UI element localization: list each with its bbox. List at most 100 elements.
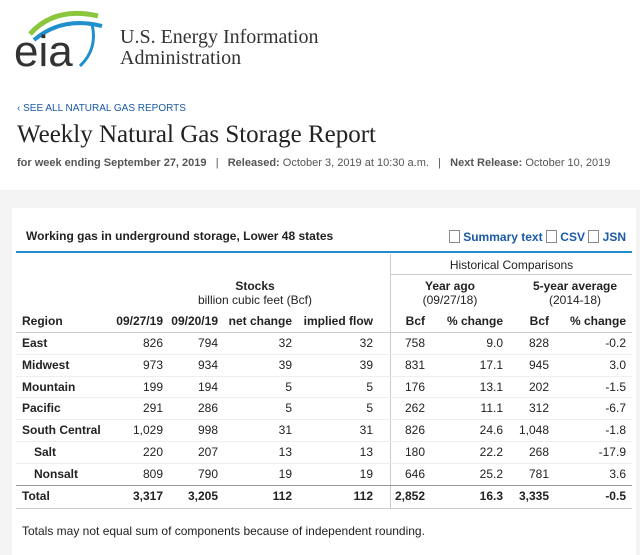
logo-text: eia [14, 27, 73, 74]
value-cell: 934 [197, 357, 218, 372]
value-cell: 202 [528, 379, 549, 394]
value-cell: 11.1 [480, 401, 503, 416]
doc-icon [588, 230, 600, 243]
value-cell: 16.3 [479, 488, 503, 503]
value-cell: 39 [359, 357, 373, 372]
row-rule [16, 419, 632, 421]
nav-link[interactable]: ‹ SEE ALL NATURAL GAS REPORTS [17, 103, 186, 114]
region-cell: East [22, 336, 48, 350]
value-cell: 826 [404, 423, 425, 438]
value-cell: 3.6 [609, 466, 626, 481]
release-meta: for week ending September 27, 2019 | Rel… [17, 157, 610, 169]
value-cell: 199 [142, 379, 163, 394]
value-cell: 19 [278, 466, 292, 481]
value-cell: 31 [278, 423, 292, 438]
value-cell: -1.8 [605, 423, 626, 438]
group-subtitle: (09/27/18) [422, 293, 478, 307]
value-cell: 5 [285, 379, 292, 394]
column-header: 09/20/19 [171, 314, 218, 328]
value-cell: 998 [197, 423, 218, 438]
value-cell: 207 [197, 445, 218, 459]
group-title: Stocks [235, 279, 275, 293]
page-title: Weekly Natural Gas Storage Report [17, 121, 376, 148]
value-cell: 3,317 [132, 488, 163, 503]
column-header: Region [22, 314, 63, 328]
value-cell: 758 [404, 336, 425, 350]
agency-line: U.S. Energy Information [120, 26, 319, 48]
value-cell: 268 [528, 445, 549, 459]
value-cell: 831 [404, 357, 425, 372]
value-cell: 794 [197, 336, 218, 350]
value-cell: -0.2 [605, 336, 626, 350]
group-title: Year ago [424, 279, 476, 293]
column-header: Bcf [405, 314, 425, 328]
logo-swoosh-arc [78, 23, 95, 68]
region-cell: South Central [22, 423, 101, 438]
summary-link[interactable]: Summary text [463, 230, 543, 244]
value-cell: 2,852 [394, 488, 425, 503]
row-rule [16, 353, 632, 355]
column-header: 09/27/19 [116, 314, 163, 328]
next: October 10, 2019 [525, 157, 611, 169]
value-cell: 176 [404, 379, 425, 394]
value-cell: 3,205 [187, 488, 218, 503]
value-cell: 3.0 [609, 357, 626, 372]
value-cell: 312 [528, 401, 549, 416]
separator: | [215, 157, 219, 169]
csv-link[interactable]: CSV [560, 230, 585, 244]
value-cell: 19 [359, 466, 373, 481]
table-card: Working gas in underground storage, Lowe… [12, 208, 636, 555]
header-rule [16, 332, 632, 333]
doc-icon [545, 230, 557, 243]
value-cell: 781 [528, 466, 549, 481]
value-cell: 22.2 [479, 445, 503, 459]
eia-logo: eia [14, 10, 103, 74]
column-header: Bcf [529, 314, 549, 328]
json-link[interactable]: JSN [602, 230, 626, 244]
region-cell: Pacific [22, 401, 61, 416]
column-header: % change [569, 314, 626, 328]
released: October 3, 2019 at 10:30 a.m. [282, 157, 429, 169]
group-header: Historical Comparisons [449, 258, 574, 272]
row-rule [16, 397, 632, 399]
value-cell: 31 [359, 423, 373, 438]
column-divider [390, 254, 391, 508]
value-cell: 5 [366, 379, 373, 394]
value-cell: 112 [272, 488, 292, 503]
value-cell: 1,048 [518, 423, 549, 438]
group-subtitle: (2014-18) [548, 293, 602, 307]
value-cell: 828 [528, 336, 549, 350]
region-cell: Midwest [22, 357, 70, 372]
region-cell: Nonsalt [34, 466, 79, 481]
agency-line: Administration [120, 47, 242, 69]
table-bottom-rule [16, 508, 632, 509]
value-cell: 973 [142, 357, 163, 372]
released-label: Released: [227, 157, 280, 169]
value-cell: -1.5 [605, 379, 626, 394]
value-cell: 5 [366, 401, 373, 416]
value-cell: -0.5 [605, 488, 626, 503]
column-header: implied flow [303, 314, 373, 328]
week: for week ending September 27, 2019 [17, 157, 207, 169]
group-subtitle: billion cubic feet (Bcf) [197, 293, 313, 307]
value-cell: 24.6 [479, 423, 503, 438]
value-cell: 32 [359, 336, 373, 350]
value-cell: 9.0 [486, 336, 503, 350]
value-cell: 13 [359, 445, 373, 459]
value-cell: 3,335 [518, 488, 549, 503]
region-cell: Mountain [22, 379, 76, 394]
value-cell: 826 [142, 336, 163, 350]
next-label: Next Release: [450, 157, 523, 169]
value-cell: 1,029 [132, 423, 163, 438]
value-cell: 809 [142, 466, 163, 481]
value-cell: 790 [197, 466, 218, 481]
logo-swoosh-green [28, 10, 99, 36]
separator: | [438, 157, 441, 169]
value-cell: 32 [278, 336, 292, 350]
value-cell: 286 [197, 401, 218, 416]
row-rule [16, 375, 632, 377]
region-cell: Total [22, 488, 50, 503]
value-cell: 13 [278, 445, 292, 459]
value-cell: -6.7 [605, 401, 626, 416]
